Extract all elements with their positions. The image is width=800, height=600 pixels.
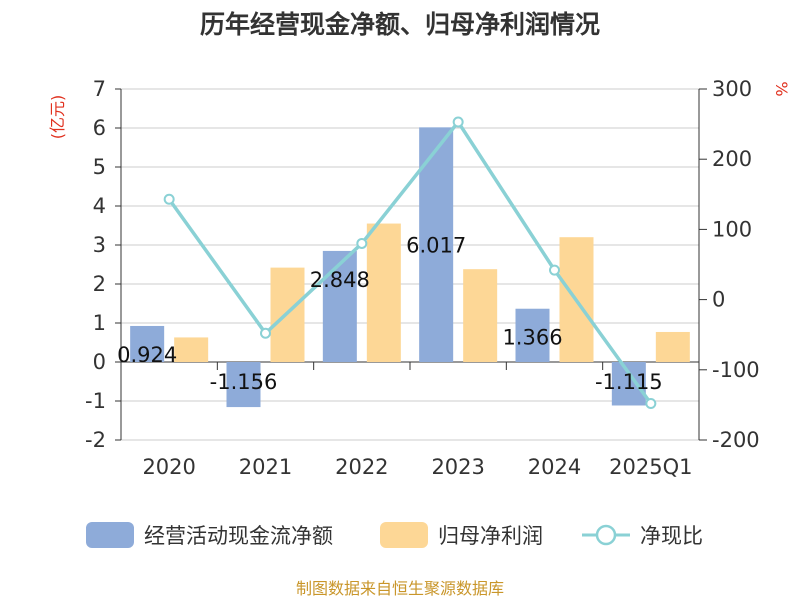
- right-axis-unit: %: [772, 81, 791, 96]
- x-tick-label: 2023: [431, 455, 484, 479]
- left-tick-label: 7: [93, 77, 106, 101]
- bar-operating-cash-flow: [611, 362, 646, 406]
- legend: 经营活动现金流净额 归母净利润 净现比: [86, 522, 703, 548]
- line-series: [163, 116, 657, 409]
- data-label-operating-cash-flow: 2.848: [310, 268, 370, 292]
- line-point-cash-ratio: [452, 116, 464, 128]
- left-axis-unit: (亿元): [48, 95, 67, 140]
- data-label-operating-cash-flow: -1.115: [595, 370, 663, 394]
- chart-title: 历年经营现金净额、归母净利润情况: [200, 10, 600, 39]
- left-tick-label: 5: [93, 155, 106, 179]
- legend-swatch-net-profit: [380, 522, 428, 548]
- legend-label-operating-cash-flow: 经营活动现金流净额: [144, 524, 333, 548]
- line-point-cash-ratio: [549, 264, 560, 276]
- tick-labels: 7 6 5 4 3 2 1 0 -1 -2 300 200 100 0 -100 -200 2020 2021 20…: [85, 77, 760, 479]
- bar-net-profit: [655, 331, 690, 362]
- left-tick-label: -1: [85, 389, 106, 413]
- x-tick-label: 2021: [239, 455, 292, 479]
- data-label-operating-cash-flow: 1.366: [502, 326, 562, 350]
- left-tick-label: 4: [93, 194, 106, 218]
- x-tick-label: 2020: [142, 455, 195, 479]
- data-label-operating-cash-flow: 6.017: [406, 234, 466, 258]
- data-labels: 0.924 -1.156 2.848 6.017 1.366 -1.115: [117, 234, 663, 394]
- data-label-operating-cash-flow: 0.924: [117, 343, 177, 367]
- left-tick-label: 2: [93, 272, 106, 296]
- bars: [130, 127, 690, 408]
- data-label-operating-cash-flow: -1.156: [210, 370, 278, 394]
- x-tick-label: 2025Q1: [609, 455, 692, 479]
- bar-net-profit: [174, 337, 209, 362]
- right-tick-label: -200: [712, 428, 760, 452]
- bar-operating-cash-flow: [515, 308, 550, 362]
- line-cash-ratio: [167, 120, 653, 405]
- bar-operating-cash-flow: [226, 362, 261, 408]
- legend-label-net-profit: 归母净利润: [438, 524, 543, 548]
- line-point-cash-ratio: [356, 237, 368, 249]
- right-tick-label: -100: [712, 358, 760, 382]
- left-tick-label: 0: [93, 350, 106, 374]
- line-point-cash-ratio: [645, 397, 657, 409]
- legend-swatch-operating-cash-flow: [86, 522, 134, 548]
- x-tick-label: 2024: [528, 455, 581, 479]
- legend-label-cash-ratio: 净现比: [640, 524, 703, 548]
- right-tick-label: 100: [712, 217, 752, 241]
- bar-operating-cash-flow: [322, 250, 357, 362]
- x-tick-label: 2022: [335, 455, 388, 479]
- right-tick-label: 300: [712, 77, 752, 101]
- right-tick-label: 200: [712, 147, 752, 171]
- legend-marker-cash-ratio: [595, 524, 617, 546]
- right-tick-label: 0: [712, 288, 725, 312]
- left-tick-label: 6: [93, 116, 106, 140]
- left-tick-label: 1: [93, 311, 106, 335]
- line-point-cash-ratio: [260, 327, 271, 339]
- left-tick-label: -2: [85, 428, 106, 452]
- left-tick-label: 3: [93, 233, 106, 257]
- bar-net-profit: [463, 269, 498, 362]
- data-source-footer: 制图数据来自恒生聚源数据库: [296, 579, 504, 598]
- axes: [115, 88, 707, 441]
- bar-net-profit: [366, 223, 401, 362]
- bar-operating-cash-flow: [130, 325, 165, 362]
- line-point-cash-ratio: [163, 193, 175, 205]
